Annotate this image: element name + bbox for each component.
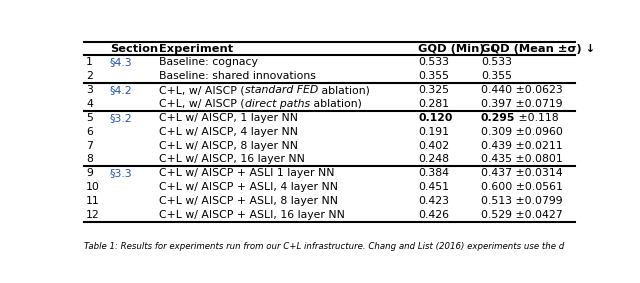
Text: 4: 4 xyxy=(86,99,93,109)
Text: §3.3: §3.3 xyxy=(110,168,132,178)
Text: ±0.118: ±0.118 xyxy=(515,113,559,123)
Text: C+L w/ AISCP, 1 layer NN: C+L w/ AISCP, 1 layer NN xyxy=(159,113,298,123)
Text: C+L w/ AISCP + ASLI, 16 layer NN: C+L w/ AISCP + ASLI, 16 layer NN xyxy=(159,210,345,220)
Text: 0.309 ±0.0960: 0.309 ±0.0960 xyxy=(481,127,563,137)
Text: 9: 9 xyxy=(86,168,93,178)
Text: 6: 6 xyxy=(86,127,93,137)
Text: 0.440 ±0.0623: 0.440 ±0.0623 xyxy=(481,85,563,95)
Text: direct paths: direct paths xyxy=(245,99,310,109)
Text: C+L, w/ AISCP (: C+L, w/ AISCP ( xyxy=(159,99,245,109)
Text: 0.533: 0.533 xyxy=(481,57,512,67)
Text: Table 1: Results for experiments run from our C+L infrastructure. Chang and List: Table 1: Results for experiments run fro… xyxy=(84,242,564,251)
Text: 10: 10 xyxy=(86,182,100,192)
Text: GQD (Min) ↓: GQD (Min) ↓ xyxy=(419,44,499,54)
Text: 0.423: 0.423 xyxy=(419,196,449,206)
Text: 8: 8 xyxy=(86,155,93,164)
Text: 0.439 ±0.0211: 0.439 ±0.0211 xyxy=(481,141,563,151)
Text: 0.120: 0.120 xyxy=(419,113,452,123)
Text: 0.325: 0.325 xyxy=(419,85,449,95)
Text: Baseline: cognacy: Baseline: cognacy xyxy=(159,57,258,67)
Text: 5: 5 xyxy=(86,113,93,123)
Text: Experiment: Experiment xyxy=(159,44,234,54)
Text: C+L w/ AISCP, 8 layer NN: C+L w/ AISCP, 8 layer NN xyxy=(159,141,298,151)
Text: 0.529 ±0.0427: 0.529 ±0.0427 xyxy=(481,210,563,220)
Text: C+L w/ AISCP, 16 layer NN: C+L w/ AISCP, 16 layer NN xyxy=(159,155,305,164)
Text: §3.2: §3.2 xyxy=(110,113,132,123)
Text: 0.435 ±0.0801: 0.435 ±0.0801 xyxy=(481,155,563,164)
Text: 0.600 ±0.0561: 0.600 ±0.0561 xyxy=(481,182,563,192)
Text: C+L w/ AISCP + ASLI, 4 layer NN: C+L w/ AISCP + ASLI, 4 layer NN xyxy=(159,182,339,192)
Text: 7: 7 xyxy=(86,141,93,151)
Text: 2: 2 xyxy=(86,71,93,81)
Text: C+L w/ AISCP, 4 layer NN: C+L w/ AISCP, 4 layer NN xyxy=(159,127,298,137)
Text: 0.437 ±0.0314: 0.437 ±0.0314 xyxy=(481,168,563,178)
Text: 0.397 ±0.0719: 0.397 ±0.0719 xyxy=(481,99,563,109)
Text: 0.295: 0.295 xyxy=(481,113,515,123)
Text: 0.533: 0.533 xyxy=(419,57,449,67)
Text: ablation): ablation) xyxy=(310,99,362,109)
Text: §4.3: §4.3 xyxy=(110,57,132,67)
Text: 0.513 ±0.0799: 0.513 ±0.0799 xyxy=(481,196,563,206)
Text: Section: Section xyxy=(110,44,158,54)
Text: 0.426: 0.426 xyxy=(419,210,449,220)
Text: 0.355: 0.355 xyxy=(419,71,449,81)
Text: 0.451: 0.451 xyxy=(419,182,449,192)
Text: C+L, w/ AISCP (: C+L, w/ AISCP ( xyxy=(159,85,245,95)
Text: standard FED: standard FED xyxy=(245,85,318,95)
Text: 0.355: 0.355 xyxy=(481,71,512,81)
Text: 0.402: 0.402 xyxy=(419,141,449,151)
Text: 0.191: 0.191 xyxy=(419,127,449,137)
Text: §4.2: §4.2 xyxy=(110,85,132,95)
Text: 1: 1 xyxy=(86,57,93,67)
Text: GQD (Mean ±σ) ↓: GQD (Mean ±σ) ↓ xyxy=(481,44,595,54)
Text: 0.384: 0.384 xyxy=(419,168,449,178)
Text: C+L w/ AISCP + ASLI 1 layer NN: C+L w/ AISCP + ASLI 1 layer NN xyxy=(159,168,335,178)
Text: 12: 12 xyxy=(86,210,100,220)
Text: 0.281: 0.281 xyxy=(419,99,449,109)
Text: 11: 11 xyxy=(86,196,100,206)
Text: 3: 3 xyxy=(86,85,93,95)
Text: Baseline: shared innovations: Baseline: shared innovations xyxy=(159,71,316,81)
Text: 0.248: 0.248 xyxy=(419,155,449,164)
Text: ablation): ablation) xyxy=(318,85,370,95)
Text: C+L w/ AISCP + ASLI, 8 layer NN: C+L w/ AISCP + ASLI, 8 layer NN xyxy=(159,196,339,206)
